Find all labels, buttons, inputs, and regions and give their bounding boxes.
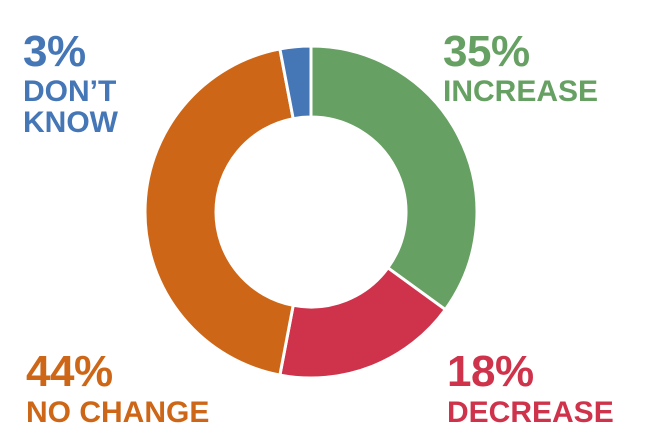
dont-know-label: DON’T KNOW <box>23 75 118 139</box>
decrease-callout: 18% DECREASE <box>447 347 614 429</box>
no-change-percent: 44% <box>26 347 113 396</box>
donut-slice-dont-know <box>278 44 313 121</box>
dont-know-callout: 3% DON’T KNOW <box>23 27 148 139</box>
donut-slice-increase <box>309 44 479 312</box>
no-change-callout: 44% NO CHANGE <box>26 347 210 429</box>
decrease-percent: 18% <box>447 347 534 396</box>
donut-slice-no-change <box>143 47 295 377</box>
decrease-label: DECREASE <box>447 396 614 429</box>
increase-label: INCREASE <box>443 75 599 108</box>
increase-callout: 35% INCREASE <box>443 27 599 108</box>
increase-percent: 35% <box>443 27 530 76</box>
no-change-label: NO CHANGE <box>26 396 210 429</box>
dont-know-percent: 3% <box>23 27 86 76</box>
